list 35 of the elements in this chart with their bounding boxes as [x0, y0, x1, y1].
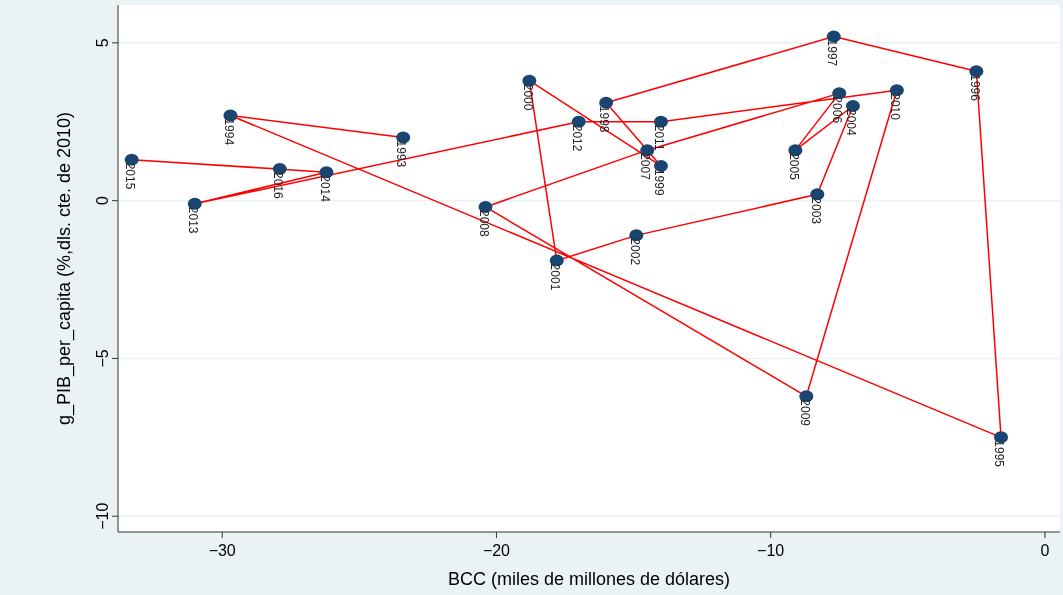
- x-tick-label: −30: [208, 542, 236, 559]
- annotation: 2015: [122, 162, 137, 190]
- annotation: 2006: [830, 96, 845, 124]
- annotation: 1994: [221, 118, 236, 146]
- annotation: 1997: [824, 39, 839, 67]
- y-tick-label: 5: [94, 38, 111, 48]
- annotation: 1998: [597, 105, 612, 133]
- x-tick-label: −20: [482, 542, 511, 559]
- annotation: 1999: [652, 168, 667, 196]
- annotation: 2014: [317, 175, 332, 203]
- x-axis-title: BCC (miles de millones de dólares): [447, 569, 731, 589]
- annotation: 2010: [888, 93, 903, 121]
- annotation: 2004: [844, 108, 859, 136]
- annotation: 1995: [992, 440, 1007, 468]
- y-tick-label: −5: [94, 349, 111, 368]
- y-tick-label: −10: [94, 502, 111, 530]
- y-tick-label: 0: [94, 196, 111, 206]
- annotation: 2008: [476, 209, 491, 237]
- annotation: 2003: [808, 197, 823, 225]
- annotation: 2016: [271, 172, 285, 200]
- x-tick-label: −10: [757, 542, 785, 559]
- point: [653, 159, 668, 172]
- annotation: 2013: [185, 206, 200, 234]
- annotation: 2007: [638, 153, 653, 181]
- annotation: 2000: [520, 83, 535, 111]
- annotation: 2009: [797, 399, 812, 427]
- annotation: 1996: [967, 74, 982, 102]
- x-tick-label: 0: [1040, 542, 1050, 559]
- annotation: 2005: [786, 153, 801, 181]
- y-axis-title: g_PIB_per_capita (%,dls. cte. de 2010): [54, 111, 75, 426]
- annotation: 2002: [627, 238, 642, 266]
- annotation: 2001: [547, 263, 562, 291]
- annotation: 2012: [569, 124, 584, 152]
- annotation: 1993: [394, 140, 409, 168]
- annotation: 2011: [652, 124, 667, 151]
